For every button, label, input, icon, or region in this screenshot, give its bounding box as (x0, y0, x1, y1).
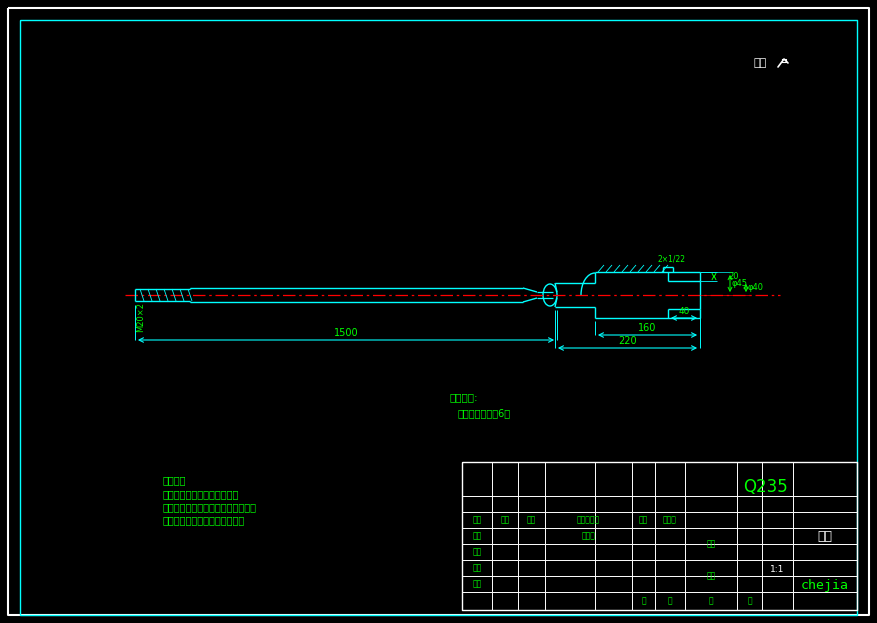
Text: 审核: 审核 (473, 548, 481, 556)
Text: 第: 第 (709, 596, 713, 606)
Text: 分区: 分区 (527, 515, 536, 525)
Text: 160: 160 (638, 323, 657, 333)
Text: 40: 40 (678, 307, 689, 315)
Text: 标准化: 标准化 (581, 531, 595, 541)
Text: 1:1: 1:1 (770, 564, 785, 574)
Text: 切屑、油污、着色剂和灰尘等。: 切屑、油污、着色剂和灰尘等。 (163, 515, 246, 525)
Text: 批准: 批准 (473, 563, 481, 573)
Text: 设计: 设计 (473, 531, 481, 541)
Text: 技术要求: 技术要求 (163, 475, 187, 485)
Text: 不得有毛刺、飞边、氧化皮、锈蚀、: 不得有毛刺、飞边、氧化皮、锈蚀、 (163, 502, 257, 512)
Text: 重量: 重量 (706, 540, 716, 548)
Text: φ45: φ45 (732, 279, 748, 288)
Text: 张: 张 (747, 596, 752, 606)
Text: 工艺: 工艺 (473, 579, 481, 589)
Text: 其余: 其余 (753, 58, 766, 68)
Text: 标记: 标记 (473, 515, 481, 525)
Text: 车轴: 车轴 (817, 530, 832, 543)
Text: Q235: Q235 (743, 478, 788, 496)
Text: 技术要求:: 技术要求: (450, 392, 479, 402)
Text: 年月日: 年月日 (663, 515, 677, 525)
Text: 处数: 处数 (501, 515, 510, 525)
Text: 签名: 签名 (638, 515, 648, 525)
Text: 比例: 比例 (706, 571, 716, 581)
Text: chejia: chejia (801, 579, 849, 591)
Text: 1500: 1500 (333, 328, 359, 338)
Text: 更改文件号: 更改文件号 (577, 515, 600, 525)
Text: 共: 共 (641, 596, 645, 606)
Text: 张: 张 (667, 596, 673, 606)
Text: 20: 20 (728, 272, 738, 281)
Text: 2×1/22: 2×1/22 (657, 255, 685, 264)
Text: 轴件尺寸精度为6级: 轴件尺寸精度为6级 (458, 408, 511, 418)
Text: M20×2: M20×2 (137, 302, 146, 332)
Text: 零件在装配前必须清理干净，: 零件在装配前必须清理干净， (163, 489, 239, 499)
Text: φ40: φ40 (748, 283, 764, 293)
Text: 220: 220 (618, 336, 637, 346)
